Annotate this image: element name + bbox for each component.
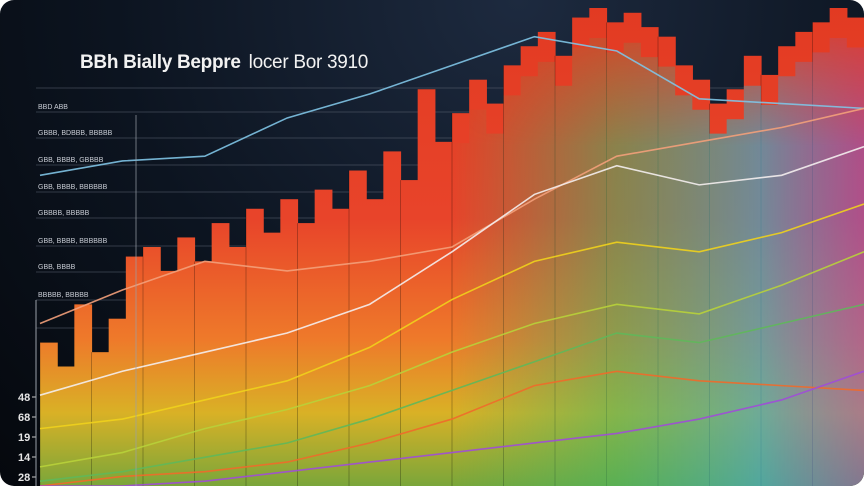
series-line-2: [39, 145, 864, 396]
bar: [331, 208, 350, 486]
gridline-label: GBBBB, BBBBB: [38, 210, 90, 217]
series-line-1: [39, 107, 864, 325]
bar: [297, 223, 316, 486]
y-tick-label: 68: [18, 412, 30, 424]
bar: [143, 247, 161, 486]
gridline-label: GBBB, BDBBB, BBBBB: [38, 130, 113, 137]
gridline-labels: BBD ABB GBBB, BDBBB, BBBBB GBB, BBBB, GBBB…: [38, 104, 113, 299]
bar: [228, 247, 247, 486]
series-line-5: [39, 303, 864, 483]
bar: [160, 270, 178, 486]
bar: [211, 223, 230, 486]
series-line-4: [39, 251, 864, 468]
y-tick-label: 28: [18, 472, 30, 484]
bar: [263, 232, 281, 486]
y-axis-ticks: 48 68 19 14 28: [18, 392, 36, 484]
color-band-overlay: [417, 38, 864, 486]
bar: [349, 170, 367, 486]
bar: [40, 342, 58, 486]
gridline-label: GBB, BBBB, GBBBB: [38, 157, 104, 164]
gridline-label: GBB, BBBB, BBBBBB: [38, 238, 108, 245]
chart-title-block: BBh Bially Beppre locer Bor 3910: [80, 52, 368, 74]
y-tick-label: 19: [18, 432, 30, 444]
bar: [400, 180, 419, 486]
series-line-6: [39, 370, 864, 486]
gridline-label: BBBBB, BBBBB: [38, 292, 89, 299]
bar: [383, 151, 402, 486]
chart-subtitle: locer Bor 3910: [248, 52, 369, 73]
chart-title: BBh Bially Beppre: [80, 52, 241, 73]
bar: [366, 199, 384, 486]
color-band: [417, 38, 864, 486]
gridline-label: BBD ABB: [38, 104, 68, 111]
bar: [314, 189, 333, 486]
bar: [91, 352, 110, 486]
bar: [246, 208, 264, 486]
series-lines: [39, 35, 864, 486]
series-line-0: [39, 35, 864, 177]
y-tick-label: 48: [18, 392, 30, 404]
bar: [194, 261, 213, 486]
bar: [108, 318, 127, 486]
gridline-label: GBB, BBBB: [38, 264, 76, 271]
y-tick-label: 14: [18, 452, 31, 464]
series-line-7: [40, 370, 864, 486]
series-line-3: [39, 203, 864, 430]
bar: [74, 304, 93, 486]
gridline-label: GBB, BBBB, BBBBBB: [38, 184, 108, 191]
bar: [177, 237, 196, 486]
bar: [125, 256, 144, 486]
